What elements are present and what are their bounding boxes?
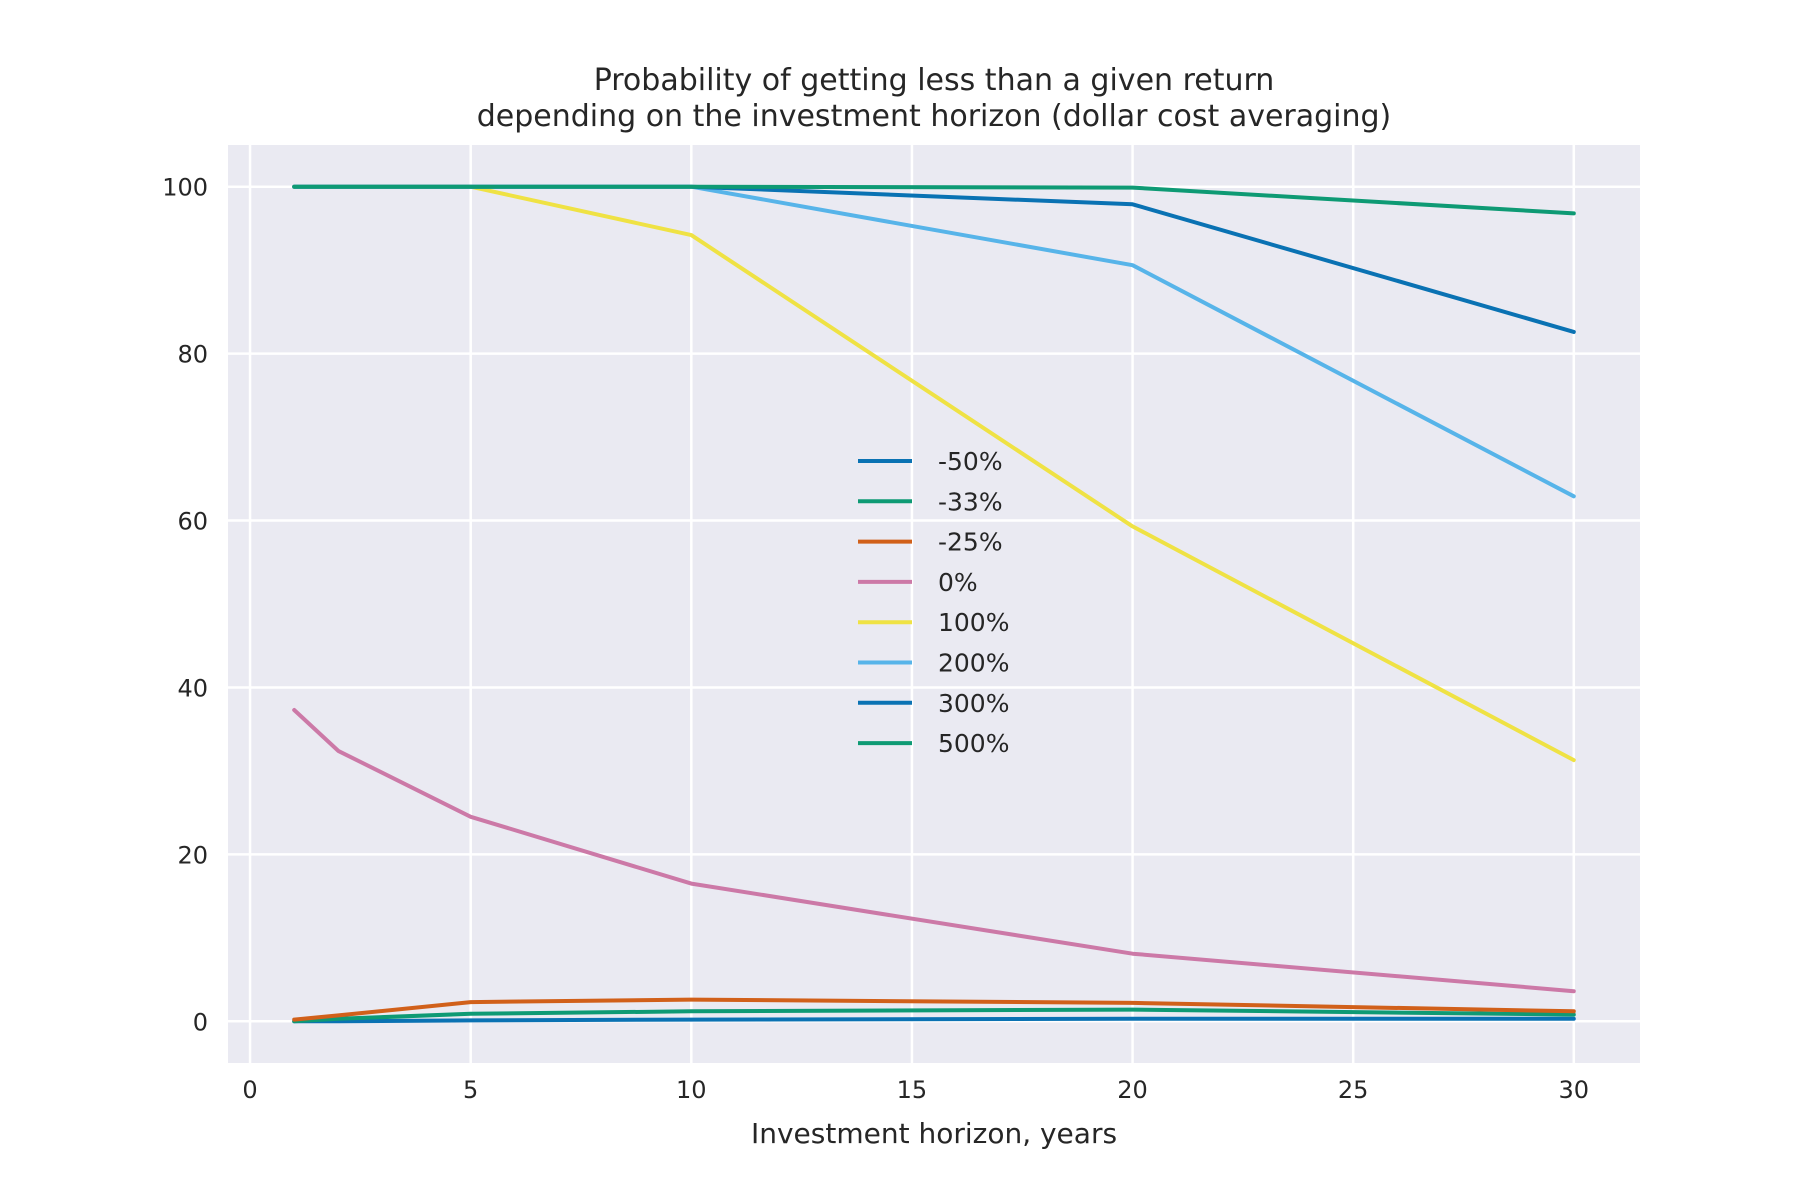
chart-title-line: Probability of getting less than a given… bbox=[594, 63, 1275, 98]
legend-label: 0% bbox=[938, 568, 978, 597]
legend-label: 300% bbox=[938, 689, 1009, 718]
x-tick-labels: 0 5 10 15 20 25 30 bbox=[242, 1076, 1589, 1104]
x-tick-label: 30 bbox=[1559, 1076, 1590, 1104]
legend-label: -33% bbox=[938, 487, 1003, 516]
y-tick-label: 100 bbox=[162, 174, 208, 202]
legend-label: 200% bbox=[938, 649, 1009, 678]
y-tick-label: 80 bbox=[177, 341, 208, 369]
x-tick-label: 5 bbox=[463, 1076, 478, 1104]
y-tick-labels: 0 20 40 60 80 100 bbox=[162, 174, 208, 1037]
series-line-4 bbox=[292, 708, 1576, 994]
x-tick-label: 25 bbox=[1338, 1076, 1369, 1104]
x-axis-label: Investment horizon, years bbox=[751, 1117, 1117, 1150]
chart-title: Probability of getting less than a given… bbox=[477, 63, 1392, 134]
x-tick-label: 0 bbox=[242, 1076, 257, 1104]
series-line-8 bbox=[292, 184, 1576, 216]
legend-label: 100% bbox=[938, 608, 1009, 637]
legend: -50% -33% -25% 0% 100% 200% 300% 500% bbox=[858, 447, 1009, 758]
legend-label: -25% bbox=[938, 528, 1003, 557]
legend-label: 500% bbox=[938, 729, 1009, 758]
series-line-3 bbox=[292, 997, 1576, 1022]
series-line-2 bbox=[292, 1007, 1576, 1024]
y-tick-label: 40 bbox=[177, 674, 208, 702]
plot-background bbox=[228, 145, 1640, 1063]
legend-label: -50% bbox=[938, 447, 1003, 476]
y-tick-label: 0 bbox=[193, 1008, 208, 1036]
series-line-1 bbox=[292, 1016, 1576, 1024]
series-layer bbox=[292, 184, 1576, 1024]
y-tick-label: 20 bbox=[177, 841, 208, 869]
x-tick-label: 20 bbox=[1117, 1076, 1148, 1104]
chart-title-line: depending on the investment horizon (dol… bbox=[477, 99, 1392, 134]
x-tick-label: 15 bbox=[897, 1076, 928, 1104]
y-tick-label: 60 bbox=[177, 508, 208, 536]
x-tick-label: 10 bbox=[676, 1076, 707, 1104]
